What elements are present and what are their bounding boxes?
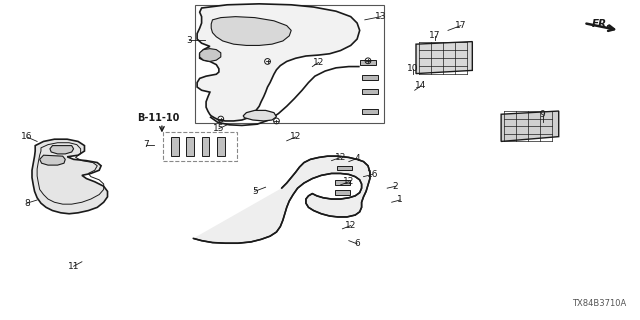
Polygon shape (40, 155, 65, 165)
Polygon shape (362, 89, 378, 93)
Text: 10: 10 (407, 64, 419, 73)
Bar (195, 5, 384, 123)
Text: 2: 2 (393, 182, 398, 191)
Polygon shape (211, 17, 291, 45)
Text: 7: 7 (143, 140, 148, 149)
Text: 6: 6 (355, 239, 360, 248)
Polygon shape (416, 42, 472, 74)
Text: 4: 4 (355, 154, 360, 163)
Bar (163, 132, 237, 161)
Text: 12: 12 (313, 58, 324, 67)
Text: 9: 9 (540, 110, 545, 119)
Text: 15: 15 (213, 124, 225, 133)
Text: 12: 12 (290, 132, 301, 141)
Text: 12: 12 (345, 221, 356, 230)
Text: 13: 13 (375, 12, 387, 21)
Polygon shape (501, 111, 559, 141)
Text: 16: 16 (21, 132, 33, 141)
Text: FR.: FR. (592, 19, 611, 29)
Text: 12: 12 (335, 153, 346, 162)
Polygon shape (171, 137, 179, 156)
Text: 5: 5 (252, 187, 257, 196)
Polygon shape (50, 146, 74, 154)
Polygon shape (335, 190, 350, 195)
Polygon shape (335, 180, 350, 185)
Polygon shape (337, 166, 352, 170)
Text: 1: 1 (397, 196, 403, 204)
Text: 14: 14 (415, 81, 427, 90)
Polygon shape (197, 4, 360, 121)
Polygon shape (202, 137, 209, 156)
Polygon shape (200, 49, 221, 61)
Text: 16: 16 (367, 170, 378, 179)
Text: 12: 12 (343, 177, 355, 186)
Text: 11: 11 (68, 262, 79, 271)
Text: 8: 8 (24, 199, 29, 208)
Text: B-11-10: B-11-10 (138, 113, 180, 123)
Polygon shape (362, 75, 378, 80)
Polygon shape (360, 60, 376, 65)
Text: 3: 3 (186, 36, 191, 44)
Polygon shape (362, 109, 378, 114)
Text: 17: 17 (455, 21, 467, 30)
Polygon shape (243, 110, 276, 121)
Text: TX84B3710A: TX84B3710A (572, 299, 626, 308)
Text: 17: 17 (429, 31, 441, 40)
Polygon shape (217, 137, 225, 156)
Polygon shape (32, 139, 108, 214)
Polygon shape (193, 156, 370, 243)
Polygon shape (186, 137, 194, 156)
